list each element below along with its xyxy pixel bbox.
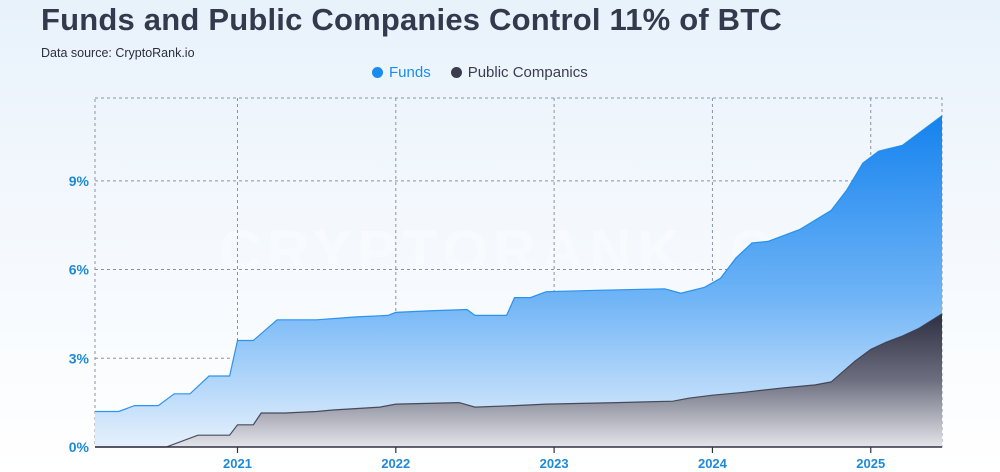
area-public-companies	[95, 313, 942, 447]
x-tick-label: 2024	[698, 456, 728, 471]
y-tick-label: 6%	[69, 262, 90, 278]
x-tick-label: 2022	[381, 456, 410, 471]
legend-label-funds: Funds	[389, 64, 431, 81]
y-tick-label: 3%	[69, 350, 90, 366]
legend-label-public-companies: Public Companics	[467, 64, 588, 81]
legend-item-public-companies: Public Companics	[450, 64, 588, 81]
chart-title: Funds and Public Companies Control 11% o…	[41, 2, 782, 37]
area-funds	[95, 115, 942, 447]
line-funds	[95, 115, 943, 413]
x-tick-label: 2021	[223, 456, 252, 471]
legend-marker-public-companies	[450, 67, 462, 78]
x-tick-label: 2023	[540, 456, 569, 471]
data-source: Data source: CryptoRank.io	[41, 46, 195, 60]
legend-marker-funds	[372, 67, 383, 78]
legend-item-funds: Funds	[372, 64, 431, 81]
chart-legend: Funds Public Companics	[372, 64, 588, 81]
line-public-companies	[95, 313, 943, 448]
y-tick-label: 9%	[69, 173, 90, 189]
x-tick-label: 2025	[856, 456, 885, 471]
y-tick-label: 0%	[69, 439, 90, 455]
